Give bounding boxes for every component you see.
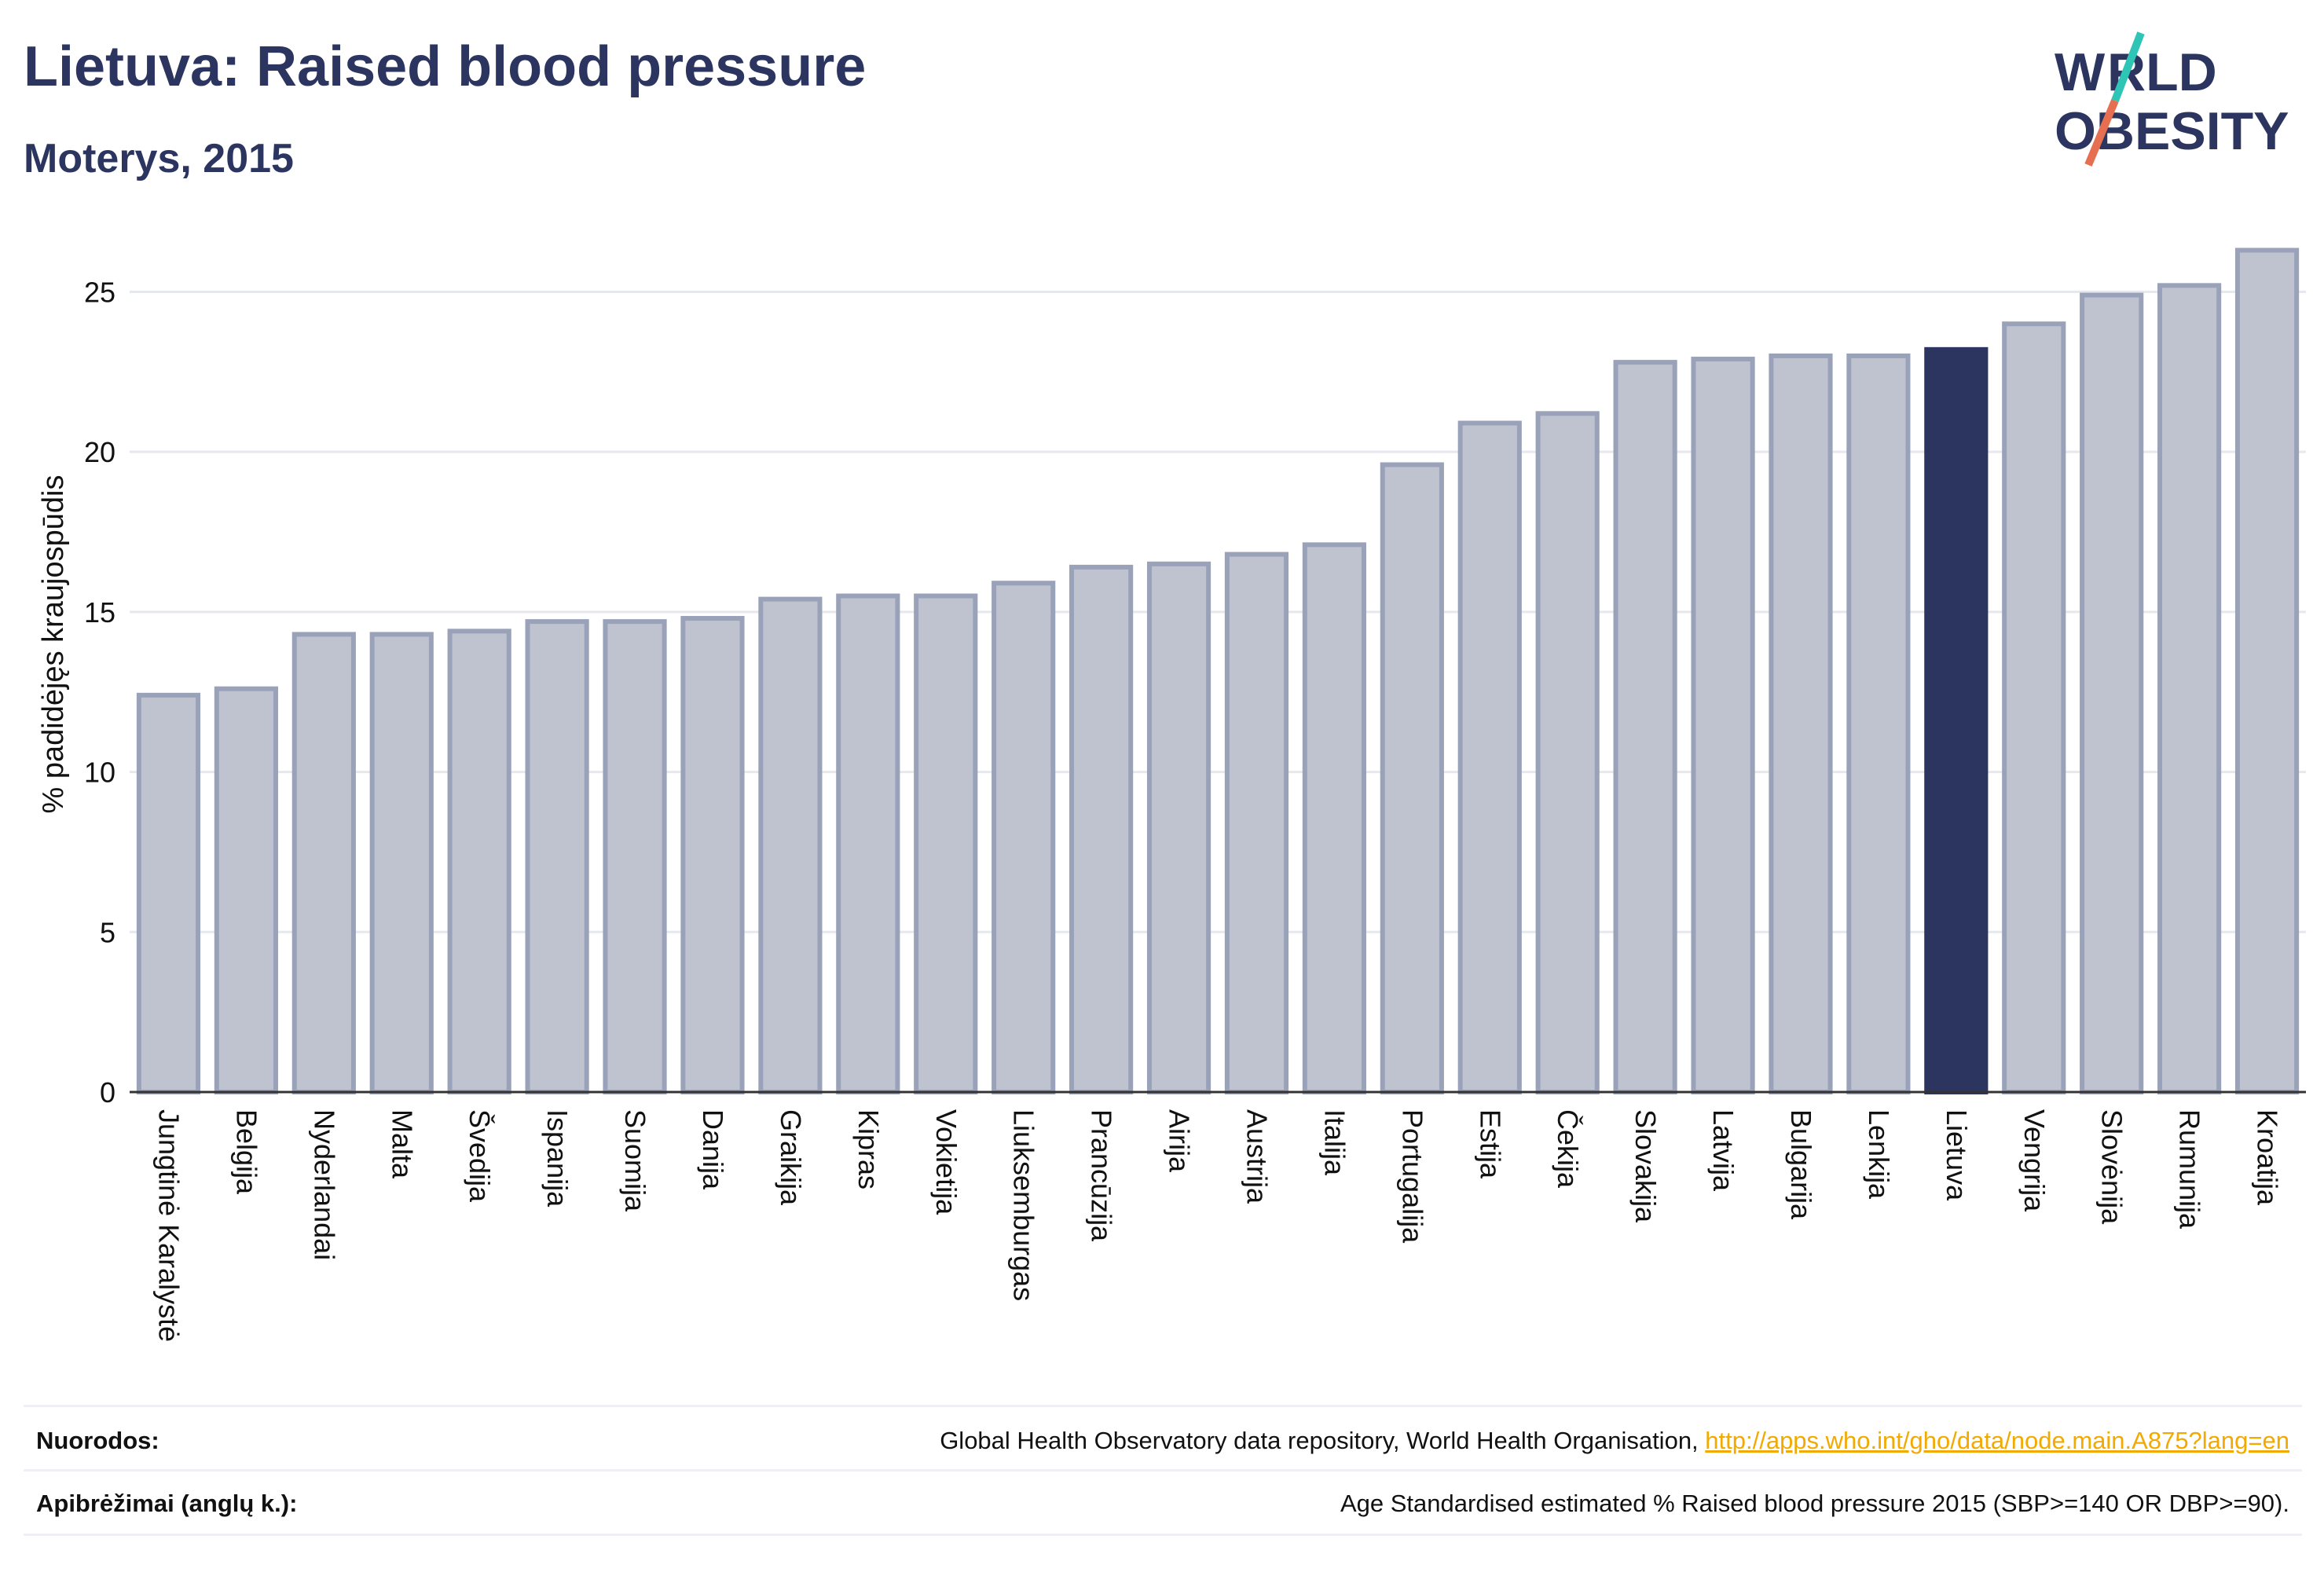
bar-Airija [1146, 561, 1211, 1094]
bar-Kroatija [2234, 247, 2300, 1094]
bar-Prancūzija [1069, 564, 1134, 1094]
x-tick-label: Italija [1318, 1109, 1351, 1176]
bar-Jungtinė Karalystė [136, 692, 201, 1094]
bar-Bulgarija [1769, 353, 1833, 1094]
x-tick-label: Nyderlandai [308, 1109, 340, 1260]
bar-Slovakija [1613, 360, 1677, 1095]
y-tick-label: 10 [84, 757, 115, 789]
x-tick-label: Vokietija [930, 1109, 962, 1215]
x-tick-label: Danija [697, 1109, 729, 1190]
x-tick-label: Portugalija [1396, 1109, 1428, 1244]
sources-value: Global Health Observatory data repositor… [940, 1427, 2289, 1455]
bar-Lietuva [1924, 346, 1989, 1094]
bar-Liuksemburgas [992, 581, 1056, 1094]
y-tick-label: 5 [100, 916, 115, 948]
y-tick-label: 20 [84, 436, 115, 468]
bar-Belgija [214, 686, 278, 1094]
x-tick-label: Liuksemburgas [1008, 1109, 1040, 1301]
x-tick-label: Belgija [230, 1109, 262, 1195]
bar-Estija [1457, 420, 1522, 1094]
x-tick-label: Jungtinė Karalystė [152, 1109, 185, 1342]
x-tick-label: Graikija [775, 1109, 807, 1206]
x-tick-label: Lenkija [1863, 1109, 1895, 1200]
bar-Čekija [1535, 411, 1600, 1094]
bar-chart: 0 5 10 15 20 25 Jungtinė Karalystė Belgija Nyde… [37, 247, 2306, 1342]
x-tick-label: Malta [386, 1109, 418, 1179]
footer-divider-middle [24, 1469, 2302, 1472]
x-tick-label: Airija [1164, 1109, 1196, 1173]
bar-Vokietija [914, 593, 978, 1094]
svg-text:W: W [2055, 42, 2106, 102]
bar-Italija [1302, 542, 1366, 1094]
x-tick-label: Kroatija [2252, 1109, 2284, 1206]
x-tick-label: Prancūzija [1086, 1109, 1118, 1242]
page-subtitle: Moterys, 2015 [24, 136, 294, 181]
bar-Graikija [758, 596, 823, 1094]
y-tick-label: 25 [84, 276, 115, 308]
bar-Kipras [836, 593, 900, 1094]
footer-divider-bottom [24, 1534, 2302, 1536]
bar-Nyderlandai [291, 632, 356, 1094]
bar-Danija [680, 616, 745, 1094]
footer-definitions-row: Apibrėžimai (anglų k.): Age Standardised… [24, 1475, 2302, 1538]
x-tick-label: Estija [1474, 1109, 1506, 1179]
world-obesity-logo: W RLD OBESITY [2055, 31, 2289, 167]
x-tick-label: Slovakija [1629, 1109, 1662, 1223]
x-tick-label: Vengrija [2018, 1109, 2051, 1212]
sources-label: Nuorodos: [36, 1427, 159, 1454]
x-tick-label: Rumunija [2174, 1109, 2206, 1230]
bar-Švedija [447, 629, 511, 1094]
x-tick-label: Austrija [1241, 1109, 1273, 1204]
bar-Vengrija [2002, 321, 2066, 1094]
definitions-label: Apibrėžimai (anglų k.): [36, 1490, 298, 1517]
footer-divider-top [24, 1405, 2302, 1407]
x-tick-label: Suomija [619, 1109, 651, 1212]
bar-Lenkija [1846, 353, 1911, 1094]
page-title: Lietuva: Raised blood pressure [24, 35, 867, 98]
bar-Ispanija [525, 619, 589, 1094]
x-tick-label: Lietuva [1941, 1109, 1973, 1201]
x-tick-label: Švedija [464, 1109, 496, 1203]
sources-text: Global Health Observatory data repositor… [940, 1427, 1706, 1454]
definitions-value: Age Standardised estimated % Raised bloo… [1340, 1490, 2289, 1517]
bar-Suomija [603, 619, 667, 1094]
bar-Austrija [1224, 552, 1289, 1094]
x-tick-label: Bulgarija [1785, 1109, 1817, 1220]
footer-sources-row: Nuorodos: Global Health Observatory data… [24, 1413, 2302, 1475]
bar-Slovėnija [2080, 292, 2144, 1094]
y-axis-label: % padidėjęs kraujospūdis [37, 475, 70, 814]
bar-Malta [369, 632, 434, 1094]
bar-Latvija [1691, 357, 1755, 1094]
x-tick-label: Latvija [1707, 1109, 1739, 1192]
y-tick-label: 15 [84, 596, 115, 629]
bar-Portugalija [1380, 462, 1444, 1094]
x-tick-label: Kipras [852, 1109, 885, 1189]
x-tick-label: Čekija [1552, 1109, 1584, 1189]
bar-Rumunija [2157, 283, 2222, 1094]
x-tick-label: Ispanija [541, 1109, 574, 1208]
x-tick-label: Slovėnija [2096, 1109, 2128, 1225]
sources-link[interactable]: http://apps.who.int/gho/data/node.main.A… [1705, 1427, 2289, 1454]
y-tick-label: 0 [100, 1076, 115, 1109]
